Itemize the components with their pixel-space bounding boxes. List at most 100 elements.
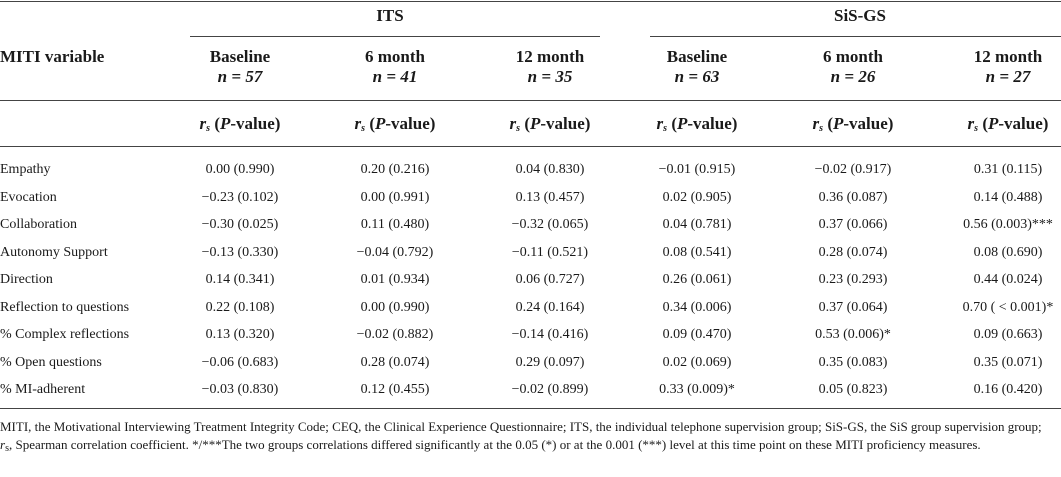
footnote-text-2: , Spearman correlation coefficient. */**… (8, 437, 981, 452)
rs-symbol: r (199, 114, 207, 133)
stat-pvalue-text: -value) (540, 114, 591, 133)
stat-header-rule (0, 146, 1061, 147)
rs-symbol: r (509, 114, 517, 133)
column-header-n: n = 35 (527, 67, 573, 86)
table-cell: 0.14 (0.488) (973, 189, 1043, 205)
row-label: Autonomy Support (0, 244, 108, 260)
table-cell: 0.36 (0.087) (818, 189, 888, 205)
p-symbol: P (375, 114, 386, 133)
table-cell: −0.14 (0.416) (511, 327, 589, 342)
table-cell: 0.02 (0.069) (662, 354, 732, 370)
rs-symbol: r (656, 114, 664, 133)
table-cell: −0.13 (0.330) (201, 244, 279, 260)
table-cell: 0.20 (0.216) (360, 162, 430, 177)
column-header-n: n = 57 (217, 67, 263, 86)
table-cell: 0.06 (0.727) (515, 272, 585, 287)
table-cell: 0.00 (0.990) (205, 162, 275, 177)
table-cell: 0.04 (0.830) (515, 162, 585, 177)
stat-header: rs (P-value) (475, 115, 625, 138)
rs-subscript: s (663, 123, 668, 134)
row-label: % Open questions (0, 354, 102, 370)
rs-subscript: s (206, 123, 211, 134)
table-cell: 0.14 (0.341) (205, 272, 275, 287)
sis-group-underline (650, 36, 1061, 37)
table-cell: 0.33 (0.009)* (659, 382, 735, 397)
stat-open-paren: ( (214, 114, 220, 133)
column-header-label: 12 month (973, 47, 1043, 66)
stat-pvalue-text: -value) (385, 114, 436, 133)
table-cell: 0.08 (0.541) (662, 244, 732, 260)
p-symbol: P (220, 114, 231, 133)
table-cell: 0.04 (0.781) (662, 217, 732, 232)
table-cell: 0.16 (0.420) (973, 382, 1043, 397)
table-cell: 0.05 (0.823) (818, 382, 888, 397)
rs-subscript: s (361, 123, 366, 134)
table-cell: 0.70 ( < 0.001)* (962, 299, 1054, 315)
table-cell: 0.13 (0.457) (515, 189, 585, 205)
table-cell: −0.02 (0.882) (356, 327, 434, 342)
table-cell: 0.01 (0.934) (360, 272, 430, 287)
stat-header: rs (P-value) (933, 115, 1061, 138)
stat-open-paren: ( (827, 114, 833, 133)
column-header-n: n = 27 (985, 67, 1031, 86)
table-cell: 0.28 (0.074) (360, 354, 430, 370)
table-cell: 0.08 (0.690) (973, 244, 1043, 260)
table-cell: 0.29 (0.097) (515, 354, 585, 370)
rs-symbol: r (812, 114, 820, 133)
table-cell: 0.26 (0.061) (662, 272, 732, 287)
stat-pvalue-text: -value) (230, 114, 281, 133)
row-label: Direction (0, 272, 53, 287)
column-header-n: n = 63 (674, 67, 720, 86)
table-cell: −0.02 (0.917) (814, 162, 892, 177)
row-header-miti: MITI variable (0, 47, 105, 66)
column-header-label: 12 month (515, 47, 585, 66)
stat-header: rs (P-value) (778, 115, 928, 138)
stat-open-paren: ( (982, 114, 988, 133)
row-label: Collaboration (0, 217, 77, 232)
row-label: % MI-adherent (0, 382, 86, 397)
table-cell: 0.35 (0.083) (818, 354, 888, 370)
stat-open-paren: ( (369, 114, 375, 133)
table-cell: −0.03 (0.830) (201, 382, 279, 397)
rs-symbol: r (354, 114, 362, 133)
column-header-label: 6 month (365, 47, 425, 66)
table-cell: −0.30 (0.025) (201, 217, 279, 232)
rs-symbol: r (967, 114, 975, 133)
table-cell: 0.37 (0.066) (818, 217, 888, 232)
table-cell: 0.31 (0.115) (973, 162, 1043, 177)
p-symbol: P (677, 114, 688, 133)
table-cell: 0.23 (0.293) (818, 272, 888, 287)
table-cell: 0.44 (0.024) (973, 272, 1043, 287)
its-group-underline (190, 36, 600, 37)
footnote-rs-subscript: s (5, 443, 9, 454)
table-cell: 0.09 (0.663) (973, 327, 1043, 342)
table-cell: 0.11 (0.480) (360, 217, 430, 232)
table-cell: −0.02 (0.899) (511, 382, 589, 397)
table-cell: 0.00 (0.991) (360, 189, 430, 205)
table-cell: 0.56 (0.003)*** (963, 217, 1053, 232)
table-cell: −0.11 (0.521) (511, 244, 589, 260)
stat-pvalue-text: -value) (998, 114, 1049, 133)
table-cell: −0.01 (0.915) (658, 162, 736, 177)
column-header-label: Baseline (666, 47, 728, 66)
table-cell: 0.28 (0.074) (818, 244, 888, 260)
p-symbol: P (530, 114, 541, 133)
row-label: Evocation (0, 189, 57, 205)
p-symbol: P (833, 114, 844, 133)
stat-header: rs (P-value) (320, 115, 470, 138)
table-cell: 0.35 (0.071) (973, 354, 1043, 370)
table-cell: 0.53 (0.006)* (815, 327, 891, 342)
header-rule (0, 100, 1061, 101)
table-cell: 0.13 (0.320) (205, 327, 275, 342)
table-cell: 0.34 (0.006) (662, 299, 732, 315)
rs-subscript: s (974, 123, 979, 134)
group-header-sis: SiS-GS (834, 6, 886, 25)
table-cell: 0.22 (0.108) (205, 299, 275, 315)
stat-pvalue-text: -value) (843, 114, 894, 133)
stat-header: rs (P-value) (622, 115, 772, 138)
row-label: % Complex reflections (0, 327, 130, 342)
table-cell: 0.37 (0.064) (818, 299, 888, 315)
stat-pvalue-text: -value) (687, 114, 738, 133)
table-cell: 0.12 (0.455) (360, 382, 430, 397)
